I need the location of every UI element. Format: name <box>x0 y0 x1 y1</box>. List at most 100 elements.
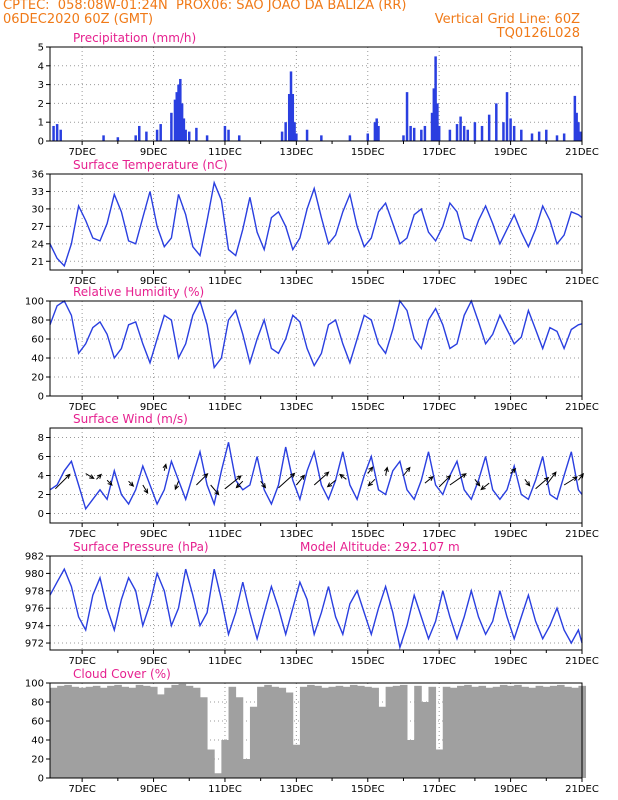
precip-bar <box>280 131 284 141</box>
cloud-bar <box>199 697 208 778</box>
cloud-bar <box>57 685 65 778</box>
x-tick-label: 7DEC <box>68 147 95 158</box>
x-tick-label: 7DEC <box>68 402 95 413</box>
cloud-bar <box>228 686 237 778</box>
cloud-bar <box>64 684 72 778</box>
precip-bar <box>175 92 179 141</box>
x-tick-label: 11DEC <box>208 147 242 158</box>
cloud-bar <box>321 687 329 778</box>
precip-bar <box>223 125 227 141</box>
x-tick-label: 17DEC <box>422 147 456 158</box>
cloud-bar <box>178 683 187 778</box>
precip-bar <box>436 103 439 141</box>
x-tick-label: 7DEC <box>68 784 95 795</box>
precip-bar <box>502 122 505 141</box>
wind-vector <box>128 480 135 487</box>
precip-bar <box>155 129 159 141</box>
cloud-bar <box>114 684 122 778</box>
y-tick-label: 978 <box>25 586 44 597</box>
precip-bar <box>291 94 295 141</box>
precip-bar <box>537 131 541 141</box>
precip-bar <box>487 114 491 141</box>
x-tick-label: 19DEC <box>494 529 528 540</box>
wind-vector <box>278 472 296 489</box>
cloud-bar <box>542 686 551 778</box>
cloud-bar <box>121 686 130 778</box>
wind-vector <box>545 471 557 486</box>
y-tick-label: 976 <box>25 604 44 615</box>
x-tick-label: 15DEC <box>351 656 385 667</box>
precip-bar <box>366 133 370 141</box>
x-tick-label: 7DEC <box>68 656 95 667</box>
x-tick-label: 21DEC <box>565 656 599 667</box>
wind-vector <box>55 473 71 490</box>
y-tick-label: 972 <box>25 639 44 650</box>
cloud-bar <box>264 684 272 778</box>
precip-bar <box>420 129 423 141</box>
precip-bar <box>348 135 352 141</box>
precip-bar <box>573 95 577 141</box>
panel-title: Surface Pressure (hPa) <box>73 540 209 554</box>
cloud-bar <box>207 749 215 778</box>
cloud-bar <box>442 686 451 778</box>
series-line <box>49 180 583 268</box>
wind-vector <box>510 467 517 474</box>
panel-6: 0 20 40 60 80 100 7DEC 9DEC 11DEC 13DEC 15DEC 17DEC… <box>25 667 599 795</box>
y-tick-label: 60 <box>31 717 44 728</box>
x-tick-label: 9DEC <box>140 529 167 540</box>
cloud-bar <box>492 686 501 778</box>
cloud-bar <box>85 686 94 778</box>
precip-bar <box>432 88 436 141</box>
y-tick-label: 5 <box>38 43 44 54</box>
cloud-bar <box>499 684 508 778</box>
precip-bar <box>177 84 180 141</box>
wind-vector <box>106 479 113 486</box>
run-date: 06DEC2020 60Z (GMT) <box>3 12 154 27</box>
x-tick-label: 15DEC <box>351 402 385 413</box>
x-tick-label: 17DEC <box>422 276 456 287</box>
y-tick-label: 0 <box>38 774 44 785</box>
precip-bar <box>205 135 209 141</box>
precip-bar <box>182 118 186 141</box>
y-tick-label: 24 <box>31 239 44 250</box>
x-tick-label: 11DEC <box>208 276 242 287</box>
cloud-bar <box>135 684 144 778</box>
cloud-bar <box>357 685 365 778</box>
y-tick-label: 980 <box>25 569 44 580</box>
x-tick-label: 21DEC <box>565 402 599 413</box>
cloud-bar <box>378 706 387 778</box>
cloud-bar <box>335 685 344 778</box>
cloud-bar <box>371 687 379 778</box>
cloud-bar <box>478 685 487 778</box>
panel-frame <box>49 46 583 142</box>
cloud-bar <box>507 685 515 778</box>
precip-bar <box>466 129 469 141</box>
x-tick-label: 15DEC <box>351 529 385 540</box>
cloud-bar <box>271 686 279 778</box>
cloud-bar <box>299 686 308 778</box>
x-tick-label: 13DEC <box>279 402 313 413</box>
x-tick-label: 19DEC <box>494 784 528 795</box>
precip-bar <box>116 137 120 141</box>
precip-bar <box>434 56 437 141</box>
x-tick-label: 21DEC <box>565 784 599 795</box>
precip-bar <box>55 124 59 141</box>
cloud-bar <box>78 687 87 778</box>
cloud-bar <box>314 685 322 778</box>
precip-bar <box>459 116 462 141</box>
panel-frame <box>49 173 583 271</box>
precip-bar <box>545 129 548 141</box>
cloud-bar <box>399 684 408 778</box>
precip-bar <box>373 122 377 141</box>
precip-bar <box>437 125 441 141</box>
y-tick-label: 80 <box>31 316 44 327</box>
wind-vector <box>438 474 452 488</box>
x-tick-label: 15DEC <box>351 276 385 287</box>
cloud-bar <box>214 773 222 778</box>
y-tick-label: 60 <box>31 335 44 346</box>
y-tick-label: 20 <box>31 755 44 766</box>
panel-title: Surface Temperature (nC) <box>73 158 228 172</box>
precip-bar <box>170 112 173 141</box>
cloud-bar <box>171 684 179 778</box>
x-tick-label: 9DEC <box>140 276 167 287</box>
